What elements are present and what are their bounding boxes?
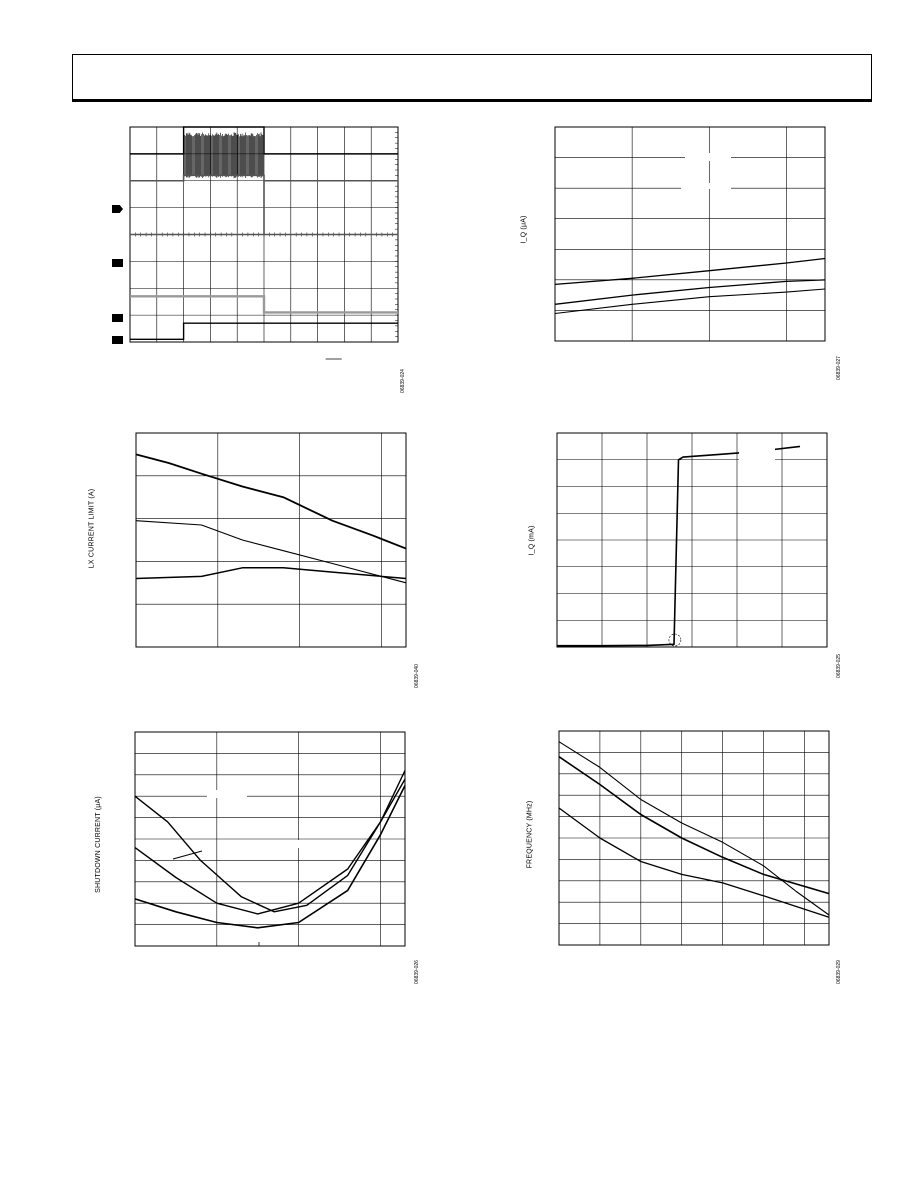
series-line-3 [135, 567, 407, 580]
shutdown-current-svg [134, 731, 406, 947]
iq-ua-panel: I_Q (μA) 06839-027 [505, 120, 865, 390]
iq-ma-svg [556, 432, 828, 648]
transition-callout-circle [668, 633, 682, 647]
scope-trace-5 [130, 322, 398, 341]
series-line-1 [557, 445, 801, 647]
series-line-3 [554, 288, 826, 315]
channel-marker-3 [112, 314, 123, 322]
scope-trace-4 [130, 295, 398, 314]
callout-leader [172, 850, 203, 860]
iq-ua-svg [554, 126, 826, 342]
channel-marker-2 [112, 259, 123, 267]
scope-trace-1 [130, 126, 398, 155]
figure-id: 06839-025 [835, 654, 842, 678]
plot-frame [135, 432, 407, 648]
series-line-1 [135, 453, 407, 550]
series-line-1 [134, 770, 406, 913]
frequency-panel: FREQUENCY (MHz) 06839-029 [505, 725, 865, 995]
plot-frame [554, 126, 826, 342]
scope-capture-panel: 06839-024 [110, 120, 430, 400]
series-line-2 [554, 279, 826, 305]
scope-switching-burst [183, 132, 264, 179]
label-gap [681, 183, 731, 189]
figure-id: 06839-040 [413, 664, 420, 688]
series-line-1 [554, 257, 826, 286]
series-line-3 [558, 807, 830, 918]
figure-id: 06839-024 [399, 369, 406, 393]
channel-marker-4 [112, 336, 123, 344]
iq-ma-panel: I_Q (mA) 06839-025 [505, 425, 865, 695]
label-gap [685, 153, 731, 161]
series-line-2 [135, 520, 407, 584]
scope-svg [129, 126, 399, 360]
series-line-3 [134, 785, 406, 929]
lx-current-limit-svg [135, 432, 407, 648]
series-line-2 [134, 778, 406, 915]
scope-trace-3 [130, 180, 398, 236]
series-line-2 [558, 756, 830, 895]
figure-id: 06839-027 [835, 356, 842, 380]
frequency-svg [558, 730, 830, 946]
channel-marker-1 [112, 205, 123, 213]
page-header-box [72, 54, 872, 102]
label-gap [285, 840, 329, 848]
figure-id: 06839-026 [413, 960, 420, 984]
lx-current-limit-panel: LX CURRENT LIMIT (A) 06839-040 [80, 425, 440, 695]
series-line-1 [558, 741, 830, 916]
label-gap [739, 448, 775, 462]
label-gap [207, 790, 247, 798]
shutdown-current-panel: SHUTDOWN CURRENT (μA) 06839-026 [80, 725, 440, 995]
scope-trace-2 [130, 174, 398, 182]
figure-id: 06839-029 [835, 960, 842, 984]
